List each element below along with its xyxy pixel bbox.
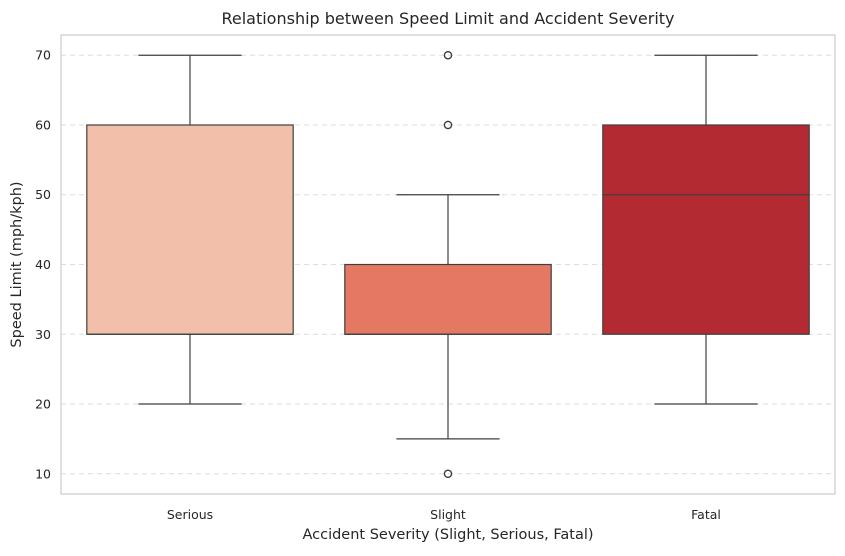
box-fatal — [602, 54, 810, 405]
plot-frame — [60, 34, 836, 495]
y-tick-label: 50 — [35, 187, 51, 202]
outlier-point — [443, 50, 453, 60]
iqr-box — [86, 124, 294, 335]
y-axis-ticks: 10 20 30 40 50 60 70 — [35, 48, 51, 482]
box-serious — [86, 54, 294, 405]
x-tick-label: Fatal — [691, 507, 721, 522]
y-tick-label: 40 — [35, 257, 51, 272]
iqr-box — [344, 263, 552, 335]
outlier-point — [443, 469, 453, 479]
x-axis-ticks: Serious Slight Fatal — [167, 507, 721, 522]
y-tick-label: 70 — [35, 48, 51, 63]
y-tick-label: 10 — [35, 466, 51, 481]
outlier-point — [443, 120, 453, 130]
y-tick-label: 30 — [35, 327, 51, 342]
y-axis-label: Speed Limit (mph/kph) — [9, 181, 25, 347]
x-tick-label: Slight — [430, 507, 466, 522]
box-slight — [344, 50, 552, 479]
x-tick-label: Serious — [167, 507, 213, 522]
iqr-box — [602, 124, 810, 335]
y-tick-label: 20 — [35, 397, 51, 412]
x-axis-label: Accident Severity (Slight, Serious, Fata… — [302, 527, 593, 543]
y-tick-label: 60 — [35, 117, 51, 132]
chart-title: Relationship between Speed Limit and Acc… — [221, 9, 674, 28]
boxes — [86, 50, 810, 479]
